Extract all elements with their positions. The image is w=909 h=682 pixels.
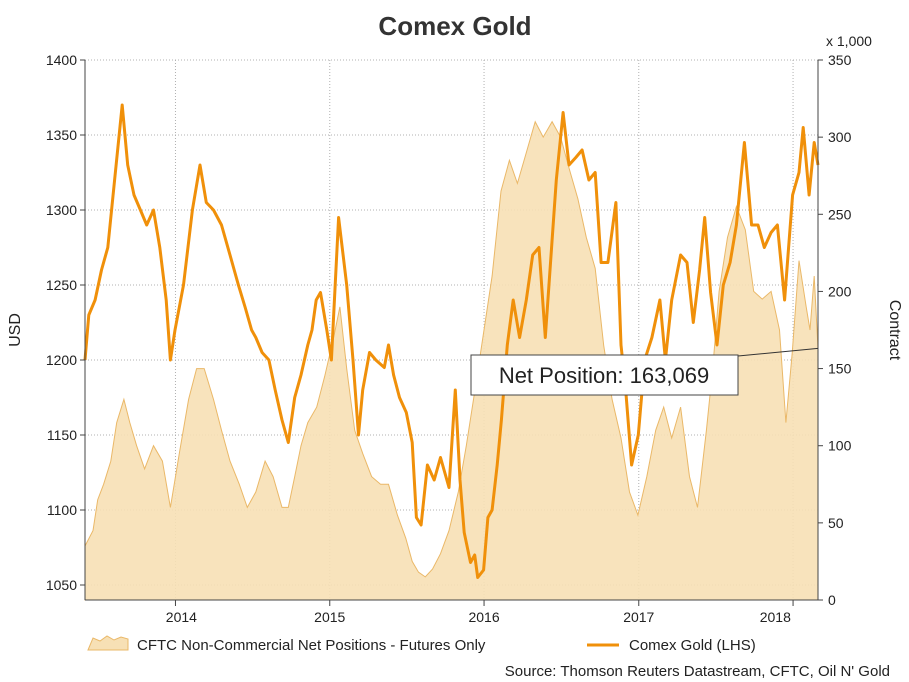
- y-right-tick-label: 350: [828, 52, 852, 68]
- x-tick-label: 2018: [760, 609, 791, 625]
- line-layer: [83, 103, 820, 579]
- y-right-unit-label: x 1,000: [826, 33, 872, 49]
- source-note: Source: Thomson Reuters Datastream, CFTC…: [505, 663, 890, 680]
- x-tick-label: 2015: [314, 609, 345, 625]
- y-left-tick-label: 1250: [46, 277, 77, 293]
- y-left-tick-label: 1100: [47, 502, 77, 518]
- y-right-axis-title: Contract: [886, 300, 903, 361]
- chart-title: Comex Gold: [378, 11, 531, 41]
- legend: CFTC Non-Commercial Net Positions - Futu…: [87, 635, 756, 654]
- y-right-tick-label: 300: [828, 129, 852, 145]
- callout-leader: [737, 347, 819, 357]
- y-left-tick-label: 1400: [46, 52, 77, 68]
- legend-area-swatch: [87, 635, 129, 651]
- callout-label: Net Position: 163,069: [499, 363, 709, 388]
- y-left-tick-label: 1150: [47, 427, 77, 443]
- callout-layer: Net Position: 163,069: [470, 347, 819, 396]
- y-right-tick-label: 150: [828, 361, 852, 377]
- legend-area-swatch-shape: [87, 635, 129, 651]
- series-comex-gold-line: [83, 103, 820, 579]
- y-left-tick-label: 1300: [46, 202, 77, 218]
- x-tick-label: 2016: [468, 609, 499, 625]
- y-right-tick-label: 200: [828, 283, 852, 299]
- y-right-tick-label: 250: [828, 206, 852, 222]
- y-left-tick-label: 1200: [46, 352, 77, 368]
- x-tick-label: 2014: [166, 609, 197, 625]
- y-right-tick-label: 100: [828, 438, 852, 454]
- y-left-axis-title: USD: [7, 313, 24, 347]
- area-layer: [84, 120, 819, 601]
- legend-label-comex-gold: Comex Gold (LHS): [629, 637, 756, 654]
- y-left-tick-label: 1050: [46, 577, 77, 593]
- x-tick-label: 2017: [623, 609, 654, 625]
- series-net-positions-area: [84, 120, 819, 601]
- axis-layer: 1050 1100 1150 1200 1250 1300 1350 1400 0 50 100 15…: [46, 52, 852, 625]
- legend-label-net-positions: CFTC Non-Commercial Net Positions - Futu…: [137, 637, 486, 654]
- y-right-tick-label: 0: [828, 592, 836, 608]
- callout-box: [470, 354, 739, 396]
- y-left-tick-label: 1350: [46, 127, 77, 143]
- y-right-tick-label: 50: [828, 515, 844, 531]
